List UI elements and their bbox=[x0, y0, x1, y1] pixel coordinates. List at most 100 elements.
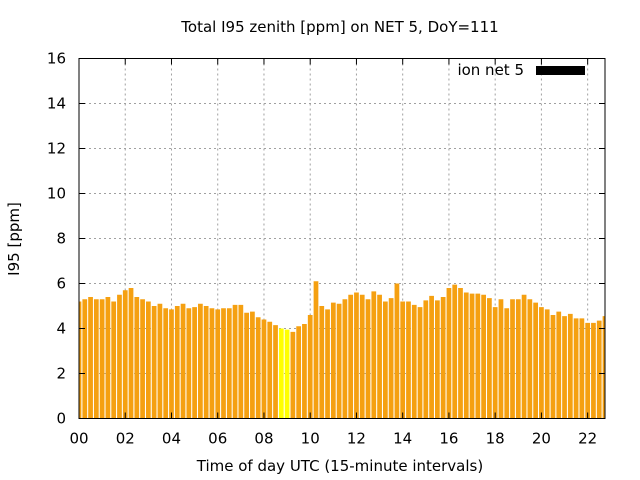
x-tick-label: 16 bbox=[439, 430, 458, 448]
bar bbox=[284, 329, 290, 419]
bar bbox=[440, 297, 446, 419]
bar bbox=[602, 316, 605, 419]
bar bbox=[163, 308, 169, 419]
y-tick-label: 4 bbox=[56, 320, 66, 338]
bar bbox=[278, 328, 284, 419]
x-tick-label: 22 bbox=[578, 430, 597, 448]
bar bbox=[174, 306, 180, 419]
x-tick-label: 10 bbox=[301, 430, 320, 448]
bar bbox=[307, 315, 313, 419]
legend-swatch bbox=[536, 66, 585, 75]
x-tick-label: 00 bbox=[69, 430, 88, 448]
bar bbox=[93, 299, 99, 419]
bar bbox=[458, 288, 463, 419]
bar bbox=[417, 307, 423, 419]
x-tick-label: 02 bbox=[116, 430, 135, 448]
x-tick-label: 20 bbox=[532, 430, 551, 448]
bar bbox=[255, 317, 261, 419]
bar bbox=[359, 294, 365, 419]
bar bbox=[88, 297, 93, 419]
bars bbox=[79, 281, 605, 419]
bar bbox=[105, 297, 111, 419]
x-tick-label: 14 bbox=[393, 430, 412, 448]
bar bbox=[157, 303, 163, 419]
y-tick-label: 6 bbox=[56, 275, 66, 293]
bar bbox=[550, 315, 556, 419]
bar bbox=[562, 316, 567, 419]
bar bbox=[226, 308, 232, 419]
bar bbox=[498, 299, 504, 419]
bar bbox=[261, 319, 267, 419]
y-tick-label: 16 bbox=[47, 50, 66, 68]
bar bbox=[342, 299, 348, 419]
bar bbox=[180, 303, 186, 419]
bar bbox=[151, 306, 157, 419]
bar bbox=[209, 308, 215, 419]
bar bbox=[145, 301, 151, 419]
y-tick-label: 10 bbox=[47, 185, 66, 203]
bar bbox=[122, 290, 128, 419]
bar bbox=[481, 294, 486, 419]
bar bbox=[527, 299, 533, 419]
bar bbox=[539, 307, 544, 419]
bar bbox=[273, 325, 278, 419]
bar bbox=[591, 322, 596, 419]
bar bbox=[573, 318, 579, 419]
bar bbox=[596, 320, 602, 419]
bar bbox=[429, 295, 434, 419]
x-axis-label: Time of day UTC (15-minute intervals) bbox=[196, 457, 483, 475]
y-tick-label: 8 bbox=[56, 230, 66, 248]
bar bbox=[238, 304, 244, 419]
bar bbox=[354, 292, 359, 419]
bar bbox=[504, 308, 510, 419]
bar bbox=[365, 299, 371, 419]
bar bbox=[198, 303, 203, 419]
bar bbox=[406, 301, 411, 419]
bar bbox=[186, 308, 192, 419]
y-tick-label: 12 bbox=[47, 140, 66, 158]
bar bbox=[435, 300, 440, 419]
bar bbox=[290, 331, 296, 419]
bar bbox=[377, 294, 382, 419]
bar bbox=[446, 288, 452, 419]
bar bbox=[388, 298, 394, 419]
bar bbox=[487, 298, 492, 419]
bar bbox=[221, 308, 226, 419]
bar bbox=[169, 309, 174, 419]
bar bbox=[556, 311, 562, 419]
bar bbox=[140, 299, 145, 419]
bar bbox=[567, 313, 573, 419]
bar bbox=[382, 301, 388, 419]
x-tick-label: 12 bbox=[347, 430, 366, 448]
bar bbox=[244, 312, 249, 419]
bar bbox=[330, 302, 336, 419]
bar bbox=[492, 307, 498, 419]
bar bbox=[544, 309, 550, 419]
x-tick-label: 04 bbox=[162, 430, 181, 448]
y-tick-label: 14 bbox=[47, 95, 66, 113]
bar bbox=[585, 322, 591, 419]
bar bbox=[515, 299, 521, 419]
bar bbox=[452, 284, 458, 419]
bar bbox=[325, 309, 330, 419]
bar bbox=[117, 294, 122, 419]
bar bbox=[336, 303, 342, 419]
bar bbox=[296, 326, 302, 419]
bar bbox=[348, 294, 354, 419]
bar bbox=[302, 324, 307, 419]
y-axis-label: I95 [ppm] bbox=[5, 202, 23, 276]
bar bbox=[510, 299, 515, 419]
bar bbox=[423, 300, 429, 419]
bar bbox=[475, 293, 481, 419]
x-tick-label: 06 bbox=[208, 430, 227, 448]
legend: ion net 5 bbox=[457, 61, 585, 79]
bar bbox=[394, 283, 400, 419]
bar bbox=[267, 321, 273, 419]
bar bbox=[82, 299, 88, 419]
bar bbox=[192, 307, 197, 419]
bar bbox=[521, 294, 527, 419]
y-tick-label: 2 bbox=[56, 365, 66, 383]
y-tick-label: 0 bbox=[56, 410, 66, 428]
y-axis: 0 2 4 6 8 10 12 14 16 bbox=[47, 50, 605, 428]
